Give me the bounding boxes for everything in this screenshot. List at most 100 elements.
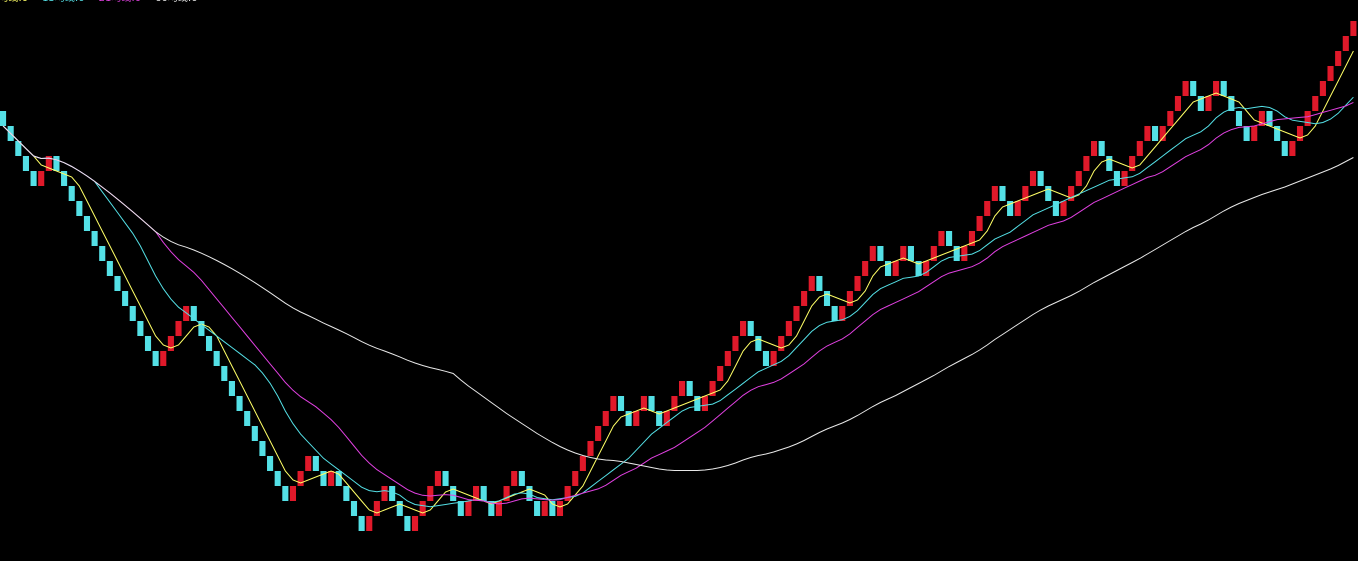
down-brick: [907, 246, 914, 261]
legend-entry: 60均线:0: [155, 0, 197, 4]
up-brick: [1296, 126, 1304, 141]
legend-name: 21均线: [99, 0, 132, 4]
up-brick: [793, 306, 800, 321]
down-brick: [335, 471, 342, 486]
up-brick: [38, 171, 45, 186]
up-brick: [846, 291, 853, 306]
down-brick: [144, 336, 152, 351]
up-brick: [1258, 111, 1265, 126]
up-brick: [1182, 81, 1189, 96]
down-brick: [762, 351, 770, 366]
legend-sep: :: [188, 0, 191, 4]
down-brick: [396, 501, 403, 516]
legend-entry: 5均线:0: [0, 0, 28, 4]
up-brick: [381, 486, 388, 501]
down-brick: [53, 156, 60, 171]
up-brick: [663, 411, 670, 426]
down-brick: [389, 486, 396, 501]
down-brick: [480, 486, 487, 501]
down-brick: [648, 396, 655, 411]
down-brick: [30, 171, 37, 186]
up-brick: [732, 336, 739, 351]
down-brick: [831, 306, 838, 321]
up-brick: [991, 186, 998, 201]
legend-value: 0: [191, 0, 197, 4]
down-brick: [68, 186, 75, 201]
down-brick: [1045, 186, 1052, 201]
down-brick: [1052, 201, 1059, 216]
up-brick: [900, 246, 907, 261]
down-brick: [114, 276, 121, 291]
down-brick: [282, 486, 289, 501]
down-brick: [343, 486, 350, 501]
legend-value: 0: [78, 0, 84, 4]
up-brick: [1068, 186, 1075, 201]
up-brick: [1144, 126, 1151, 141]
down-brick: [61, 171, 68, 186]
up-brick: [961, 246, 968, 261]
down-brick: [267, 456, 274, 471]
up-brick: [1136, 141, 1143, 156]
up-brick: [862, 261, 869, 276]
up-brick: [1075, 171, 1082, 186]
up-brick: [923, 261, 930, 276]
down-brick: [137, 321, 144, 336]
moving-average-line: [2, 101, 1354, 505]
legend-name: 5均线: [0, 0, 18, 4]
down-brick: [1152, 126, 1159, 141]
down-brick: [106, 261, 113, 276]
up-brick: [633, 411, 640, 426]
up-brick: [328, 471, 335, 486]
up-brick: [778, 336, 785, 351]
up-brick: [579, 456, 586, 471]
up-brick: [175, 321, 182, 336]
up-brick: [160, 351, 167, 366]
down-brick: [656, 411, 663, 426]
down-brick: [312, 456, 319, 471]
up-brick: [1205, 96, 1212, 111]
up-brick: [45, 156, 52, 171]
up-brick: [305, 456, 312, 471]
up-brick: [640, 396, 647, 411]
up-brick: [671, 396, 678, 411]
up-brick: [1022, 186, 1029, 201]
up-brick: [511, 471, 518, 486]
down-brick: [1037, 171, 1044, 186]
up-brick: [839, 306, 846, 321]
legend-sep: :: [75, 0, 78, 4]
up-brick: [1014, 201, 1021, 216]
up-brick: [366, 516, 373, 531]
up-brick: [724, 351, 731, 366]
down-brick: [228, 381, 235, 396]
up-brick: [602, 411, 609, 426]
up-brick: [984, 201, 991, 216]
up-brick: [869, 246, 876, 261]
down-brick: [259, 441, 266, 456]
up-brick: [1289, 141, 1296, 156]
up-brick: [801, 291, 808, 306]
legend-sep: :: [131, 0, 134, 4]
up-brick: [1159, 126, 1166, 141]
legend-name: 13均线: [42, 0, 75, 4]
up-brick: [427, 486, 434, 501]
down-brick: [1243, 126, 1250, 141]
down-brick: [686, 381, 693, 396]
up-brick: [419, 501, 426, 516]
down-brick: [350, 501, 358, 516]
down-brick: [1266, 111, 1273, 126]
up-brick: [1312, 96, 1319, 111]
down-brick: [625, 411, 632, 426]
moving-average-line: [2, 50, 1354, 514]
legend-sep: :: [18, 0, 21, 4]
down-brick: [999, 186, 1006, 201]
up-brick: [1167, 111, 1174, 126]
down-brick: [213, 351, 220, 366]
up-brick: [709, 381, 716, 396]
down-brick: [694, 396, 701, 411]
down-brick: [236, 396, 243, 411]
down-brick: [823, 291, 831, 306]
down-brick: [1228, 96, 1235, 111]
down-brick: [526, 486, 533, 501]
up-brick: [938, 231, 945, 246]
